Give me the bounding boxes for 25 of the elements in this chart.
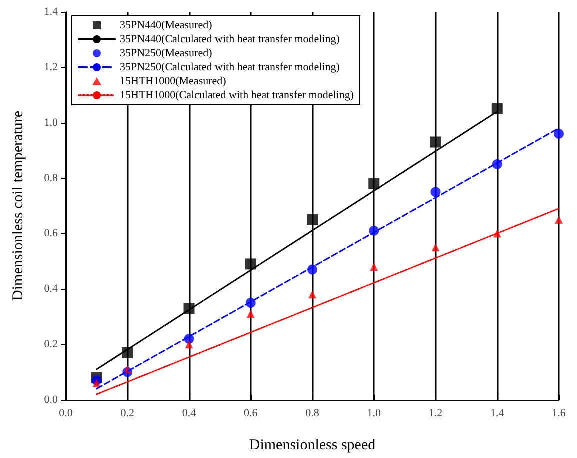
y-tick-label: 1.2: [44, 61, 58, 74]
x-tick-label: 0.4: [182, 408, 197, 420]
y-tick-label: 0.6: [44, 228, 58, 240]
legend-label: 15HTH1000(Measured): [120, 76, 227, 88]
x-tick-label: 1.0: [367, 408, 382, 420]
y-tick-label: 1.0: [44, 116, 58, 129]
legend-label: 15HTH1000(Calculated with heat transfer modeling): [120, 90, 354, 102]
x-tick-label: 0.0: [59, 408, 74, 420]
y-tick-label: 0.8: [44, 172, 58, 184]
x-tick-label: 0.6: [244, 408, 258, 420]
y-tick-label: 0.4: [44, 283, 58, 296]
x-tick-label: 1.6: [552, 408, 566, 420]
y-tick-label: 0.2: [44, 338, 58, 351]
x-tick-label: 1.2: [428, 408, 443, 420]
x-tick-label: 1.4: [490, 408, 505, 420]
x-axis-title: Dimensionless speed: [249, 438, 376, 454]
y-tick-label: 1.4: [44, 6, 58, 18]
legend-label: 35PN250(Measured): [120, 48, 213, 60]
x-tick-label: 0.8: [306, 408, 320, 420]
y-axis-title: Dimensionless coil temperature: [10, 110, 26, 301]
legend-label: 35PN440(Measured): [120, 20, 213, 32]
x-tick-label: 0.2: [120, 408, 134, 420]
legend-label: 35PN440(Calculated with heat transfer modeling): [120, 34, 340, 46]
legend-label: 35PN250(Calculated with heat transfer modeling): [120, 62, 340, 74]
y-tick-label: 0.0: [44, 394, 58, 406]
